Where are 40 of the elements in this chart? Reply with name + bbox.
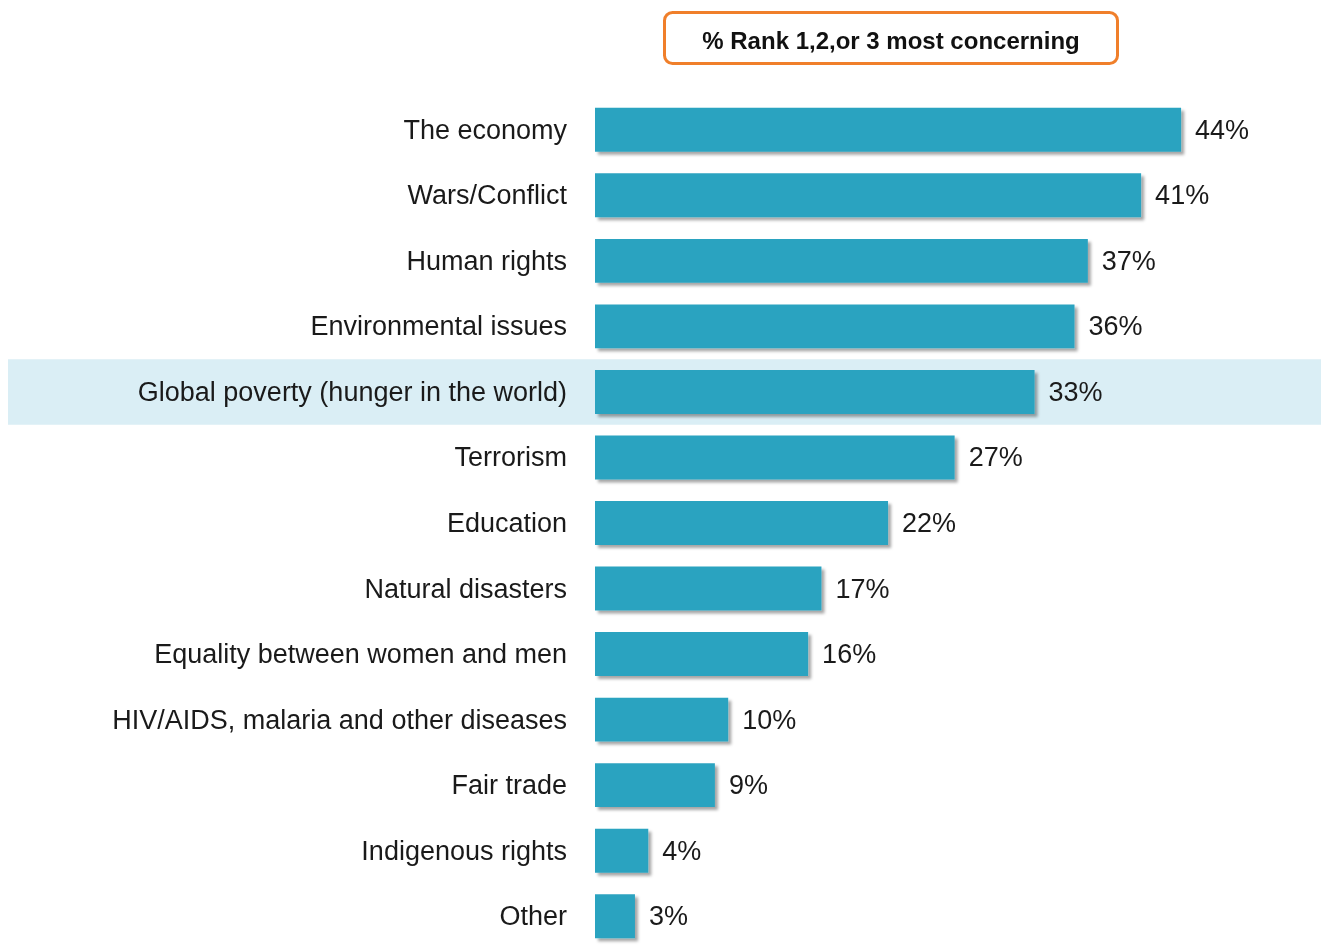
data-label: 17% [835,573,890,604]
data-label: 4% [662,835,702,866]
bar [595,763,715,808]
y-tick-label: Fair trade [451,770,567,801]
bar [595,238,1088,283]
y-tick-label: Natural disasters [364,573,567,604]
y-tick-label: Human rights [406,245,567,276]
y-tick-label: Wars/Conflict [407,180,568,211]
y-tick-label: HIV/AIDS, malaria and other diseases [112,704,567,735]
data-label: 10% [742,704,797,735]
bar [595,894,635,939]
data-label: 37% [1101,245,1156,276]
data-label: 36% [1088,311,1143,342]
data-label: 27% [968,442,1023,473]
data-label: 41% [1155,180,1210,211]
y-tick-label: Global poverty (hunger in the world) [137,376,567,407]
bar [595,107,1182,152]
y-tick-label: Environmental issues [310,311,567,342]
data-label: 44% [1195,114,1250,145]
bar [595,304,1075,349]
data-label: 9% [728,770,768,801]
bar [595,173,1142,218]
y-tick-label: Terrorism [454,442,567,473]
y-tick-label: Equality between women and men [154,639,567,670]
bar [595,566,822,611]
bar [595,435,955,480]
data-label: 16% [822,639,877,670]
data-label: 22% [902,508,957,538]
bar [595,828,649,873]
y-tick-label: The economy [403,114,568,145]
bar [595,632,809,677]
y-tick-label: Education [446,508,567,538]
bar [595,501,889,545]
data-label: 33% [1048,376,1103,407]
y-tick-label: Other [499,901,567,932]
bar [595,369,1035,414]
data-label: 3% [648,901,688,932]
y-tick-label: Indigenous rights [361,835,567,866]
chart-title: % Rank 1,2,or 3 most concerning [702,26,1080,54]
bar [595,697,729,742]
